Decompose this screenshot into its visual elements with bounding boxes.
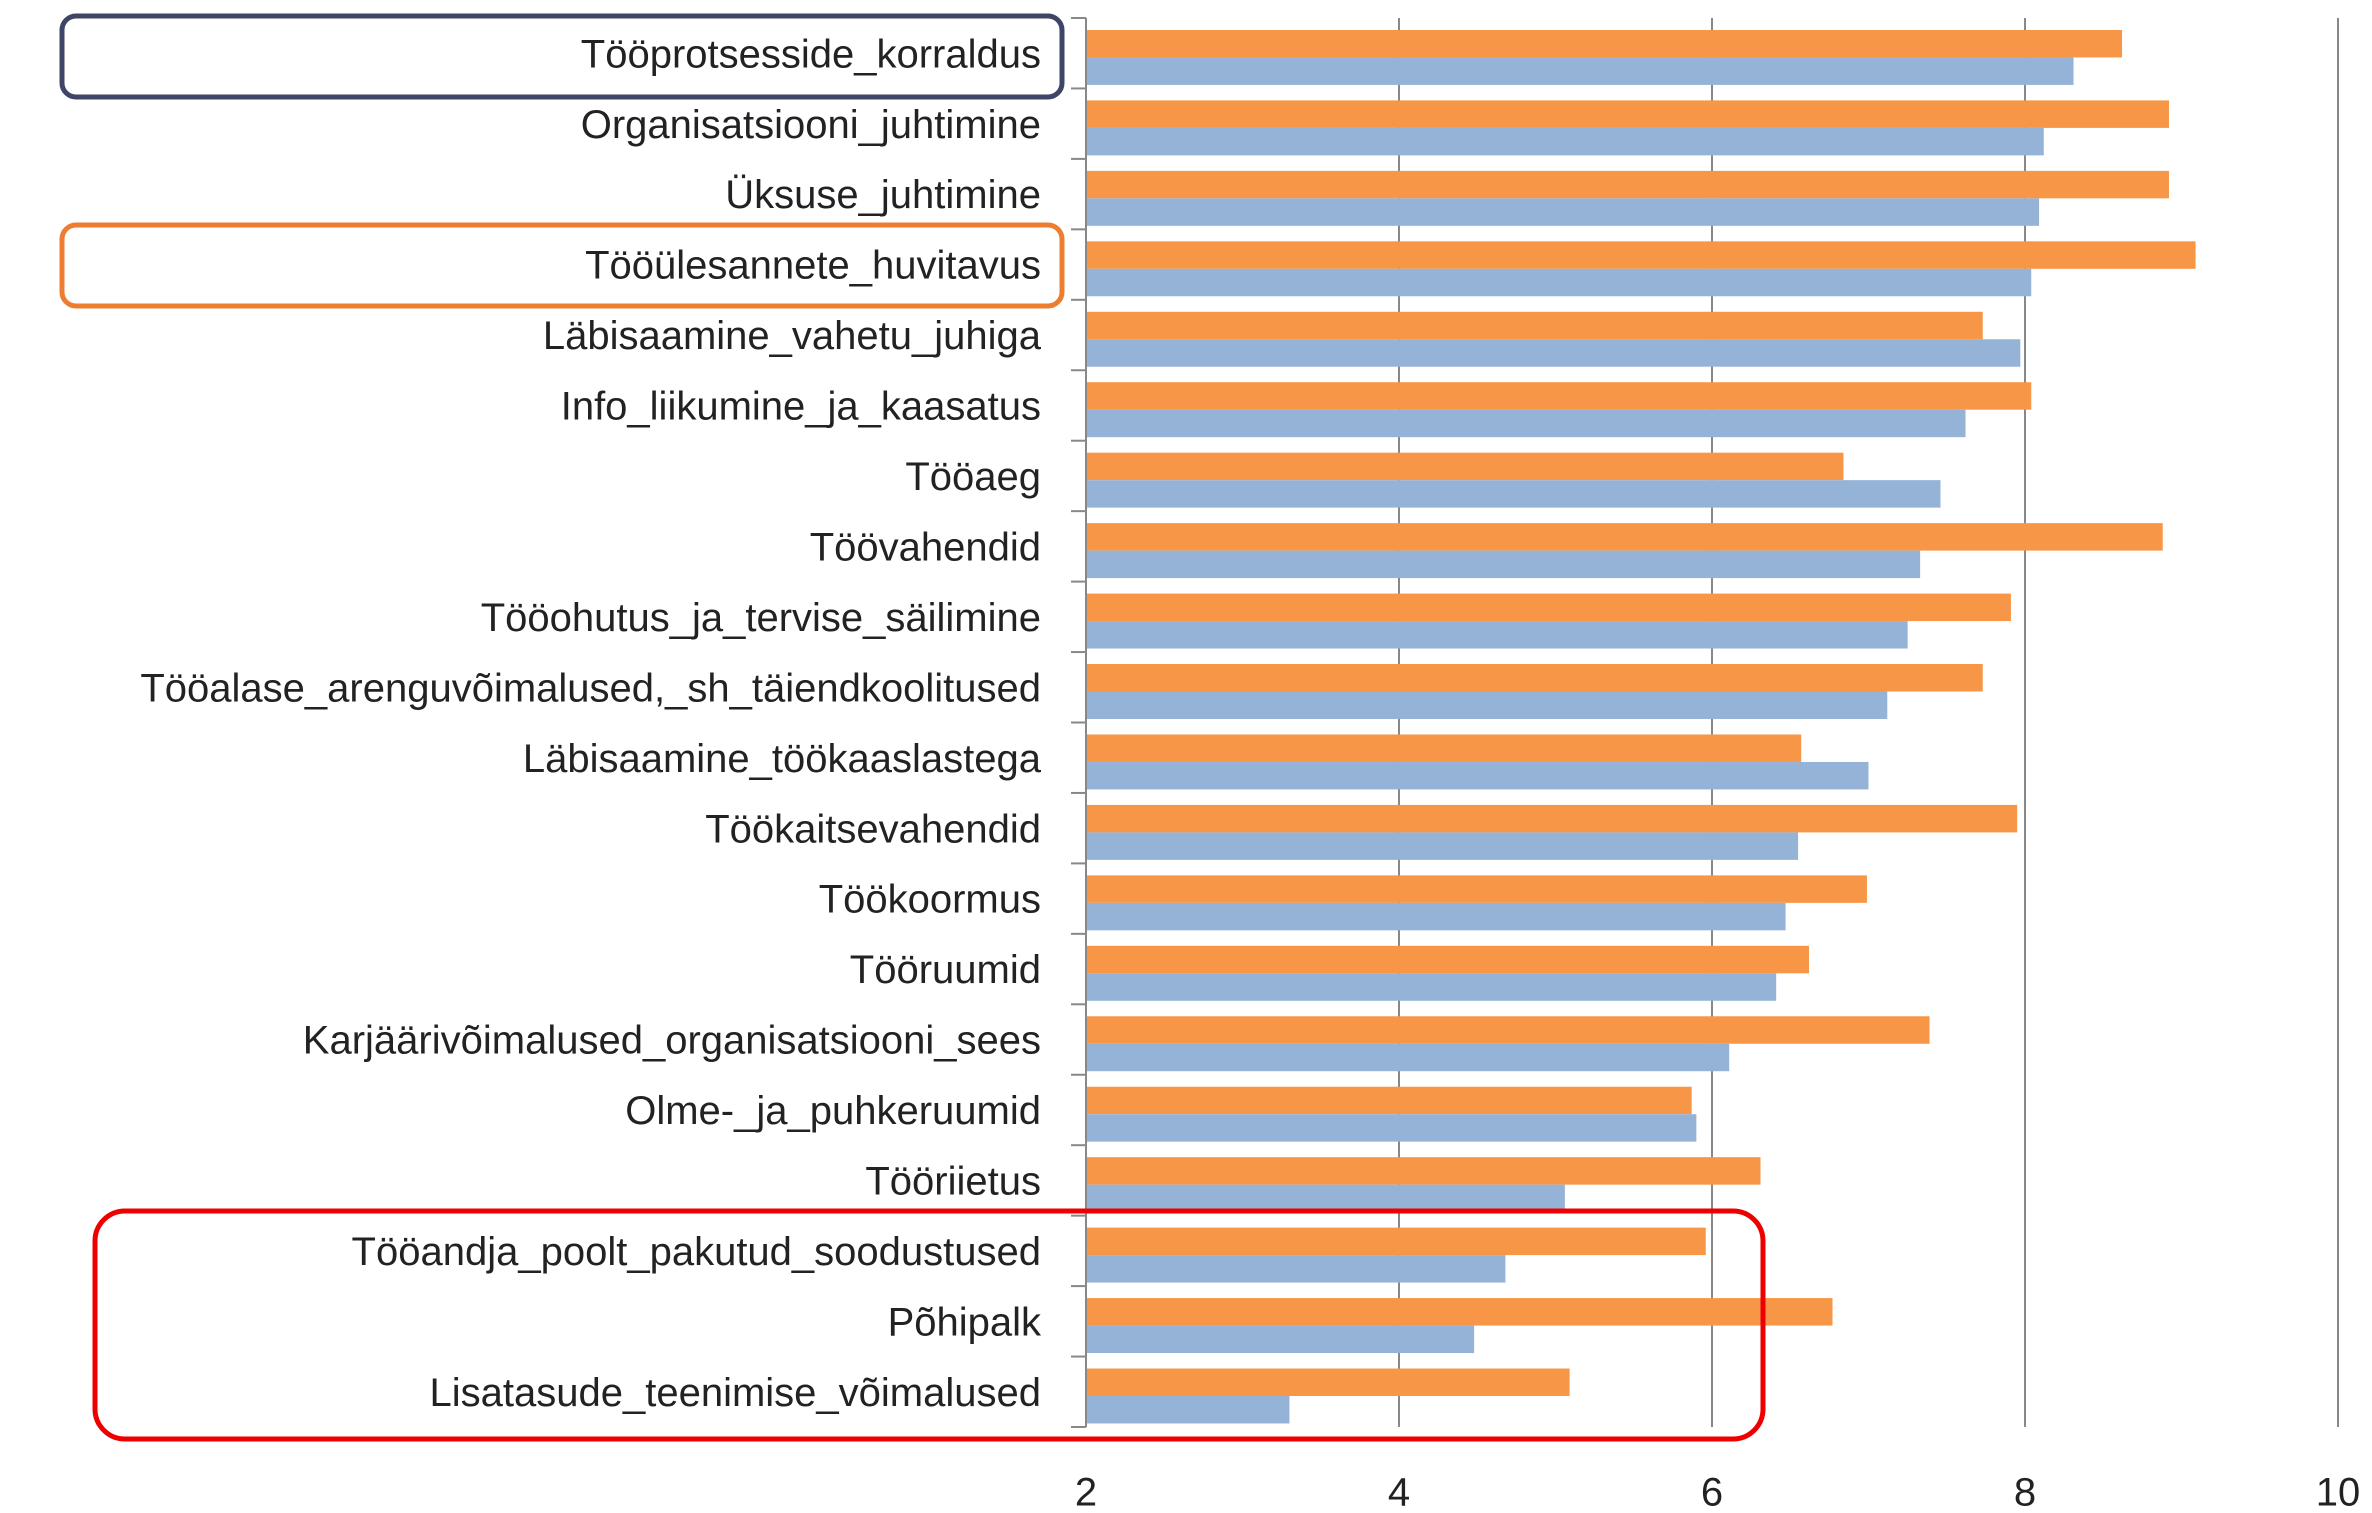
- y-tick-label: Töökaitsevahendid: [705, 807, 1041, 851]
- y-tick-label: Olme-_ja_puhkeruumid: [625, 1089, 1041, 1133]
- bar: [1086, 311, 1983, 340]
- bar: [1086, 127, 2044, 156]
- x-tick-label: 4: [1388, 1471, 1410, 1513]
- y-tick-label: Tööalase_arenguvõimalused,_sh_täiendkool…: [140, 666, 1041, 710]
- bar: [1086, 57, 2074, 85]
- x-tick-label: 6: [1701, 1471, 1723, 1513]
- bar: [1086, 550, 1921, 579]
- x-tick-label: 10: [2316, 1471, 2361, 1513]
- bar: [1086, 523, 2163, 551]
- bar: [1086, 100, 2169, 128]
- bar: [1086, 664, 1983, 692]
- plot-area: 2 4 6 8 10 Tööprotsesside_korraldus Organisats…: [140, 17, 2361, 1513]
- bar: [1086, 170, 2169, 199]
- bar: [1086, 1368, 1570, 1397]
- highlight-box: [59, 13, 1065, 100]
- x-tick-label: 2: [1075, 1471, 1097, 1513]
- bar: [1086, 621, 1908, 649]
- bar: [1086, 875, 1867, 903]
- x-tick-label: 8: [2014, 1471, 2036, 1513]
- y-tick-label: Tööaeg: [905, 455, 1041, 499]
- y-tick-label: Töökoormus: [819, 878, 1041, 922]
- bar: [1086, 1396, 1290, 1424]
- bar: [1086, 945, 1810, 974]
- bar: [1086, 902, 1786, 931]
- bar: [1086, 691, 1888, 719]
- y-tick-label: Tööprotsesside_korraldus: [581, 32, 1041, 76]
- y-tick-label: Põhipalk: [888, 1300, 1042, 1344]
- bar: [1086, 1298, 1833, 1326]
- y-tick-label: Tööohutus_ja_tervise_säilimine: [481, 596, 1041, 640]
- bar: [1086, 734, 1802, 762]
- y-tick-label: Organisatsiooni_juhtimine: [581, 103, 1041, 147]
- y-tick-label: Tööülesannete_huvitavus: [585, 244, 1041, 288]
- y-tick-label: Läbisaamine_töökaaslastega: [523, 737, 1042, 781]
- y-tick-label: Läbisaamine_vahetu_juhiga: [543, 314, 1042, 358]
- bar: [1086, 382, 2032, 410]
- bar: [1086, 268, 2032, 297]
- bar: [1086, 1016, 1930, 1044]
- y-tick-label: Karjäärivõimalused_organisatsiooni_sees: [303, 1019, 1041, 1063]
- bar: [1086, 241, 2196, 269]
- bar: [1086, 409, 1966, 438]
- bar: [1086, 1157, 1761, 1185]
- y-tick-label: Lisatasude_teenimise_võimalused: [430, 1371, 1041, 1415]
- bar: [1086, 973, 1777, 1001]
- highlight-box: [92, 1208, 1766, 1442]
- bar: [1086, 1227, 1706, 1256]
- bar: [1086, 804, 2018, 833]
- y-tick-label: Tööruumid: [850, 948, 1041, 992]
- bar: [1086, 1043, 1730, 1072]
- bar: [1086, 1114, 1697, 1142]
- bar: [1086, 832, 1799, 860]
- bar: [1086, 198, 2040, 226]
- y-tick-label: Tööandja_poolt_pakutud_soodustused: [352, 1230, 1041, 1274]
- bar: [1086, 593, 2011, 622]
- y-tick-label: Töövahendid: [810, 525, 1041, 569]
- bar: [1086, 480, 1941, 508]
- y-tick-label: Üksuse_juhtimine: [725, 173, 1041, 217]
- highlight-box: [59, 222, 1065, 309]
- bar: [1086, 1184, 1565, 1213]
- bar: [1086, 1255, 1506, 1283]
- bar: [1086, 452, 1844, 481]
- bar: [1086, 1325, 1475, 1354]
- y-tick-label: Tööriietus: [865, 1160, 1041, 1204]
- bar: [1086, 29, 2123, 58]
- y-tick-label: Info_liikumine_ja_kaasatus: [561, 385, 1041, 429]
- bar: [1086, 1086, 1692, 1115]
- bar: [1086, 761, 1869, 790]
- bar: [1086, 339, 2021, 367]
